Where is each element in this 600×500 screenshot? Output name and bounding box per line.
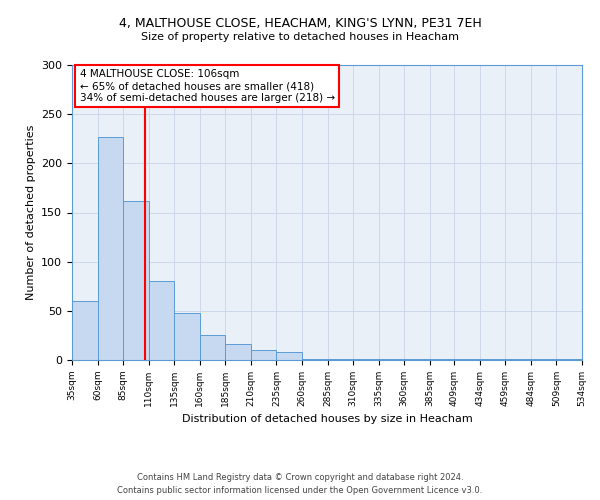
- Bar: [200, 336, 226, 360]
- Text: 4 MALTHOUSE CLOSE: 106sqm
← 65% of detached houses are smaller (418)
34% of semi: 4 MALTHOUSE CLOSE: 106sqm ← 65% of detac…: [80, 70, 335, 102]
- Bar: [531, 359, 556, 360]
- Bar: [226, 344, 251, 360]
- Bar: [582, 358, 600, 360]
- Bar: [454, 359, 480, 360]
- Bar: [353, 359, 379, 360]
- Y-axis label: Number of detached properties: Number of detached properties: [26, 125, 35, 300]
- Bar: [123, 200, 149, 360]
- Bar: [328, 359, 353, 360]
- Bar: [505, 359, 531, 360]
- Bar: [72, 301, 98, 360]
- Bar: [277, 352, 302, 360]
- Bar: [174, 313, 200, 360]
- Bar: [98, 137, 123, 360]
- Bar: [480, 359, 505, 360]
- Bar: [302, 359, 328, 360]
- Bar: [149, 282, 174, 360]
- Bar: [430, 359, 454, 360]
- Text: 4, MALTHOUSE CLOSE, HEACHAM, KING'S LYNN, PE31 7EH: 4, MALTHOUSE CLOSE, HEACHAM, KING'S LYNN…: [119, 18, 481, 30]
- Text: Size of property relative to detached houses in Heacham: Size of property relative to detached ho…: [141, 32, 459, 42]
- Bar: [404, 359, 430, 360]
- Text: Contains HM Land Registry data © Crown copyright and database right 2024.
Contai: Contains HM Land Registry data © Crown c…: [118, 474, 482, 495]
- Bar: [251, 350, 277, 360]
- Bar: [556, 359, 582, 360]
- Bar: [379, 359, 404, 360]
- X-axis label: Distribution of detached houses by size in Heacham: Distribution of detached houses by size …: [182, 414, 472, 424]
